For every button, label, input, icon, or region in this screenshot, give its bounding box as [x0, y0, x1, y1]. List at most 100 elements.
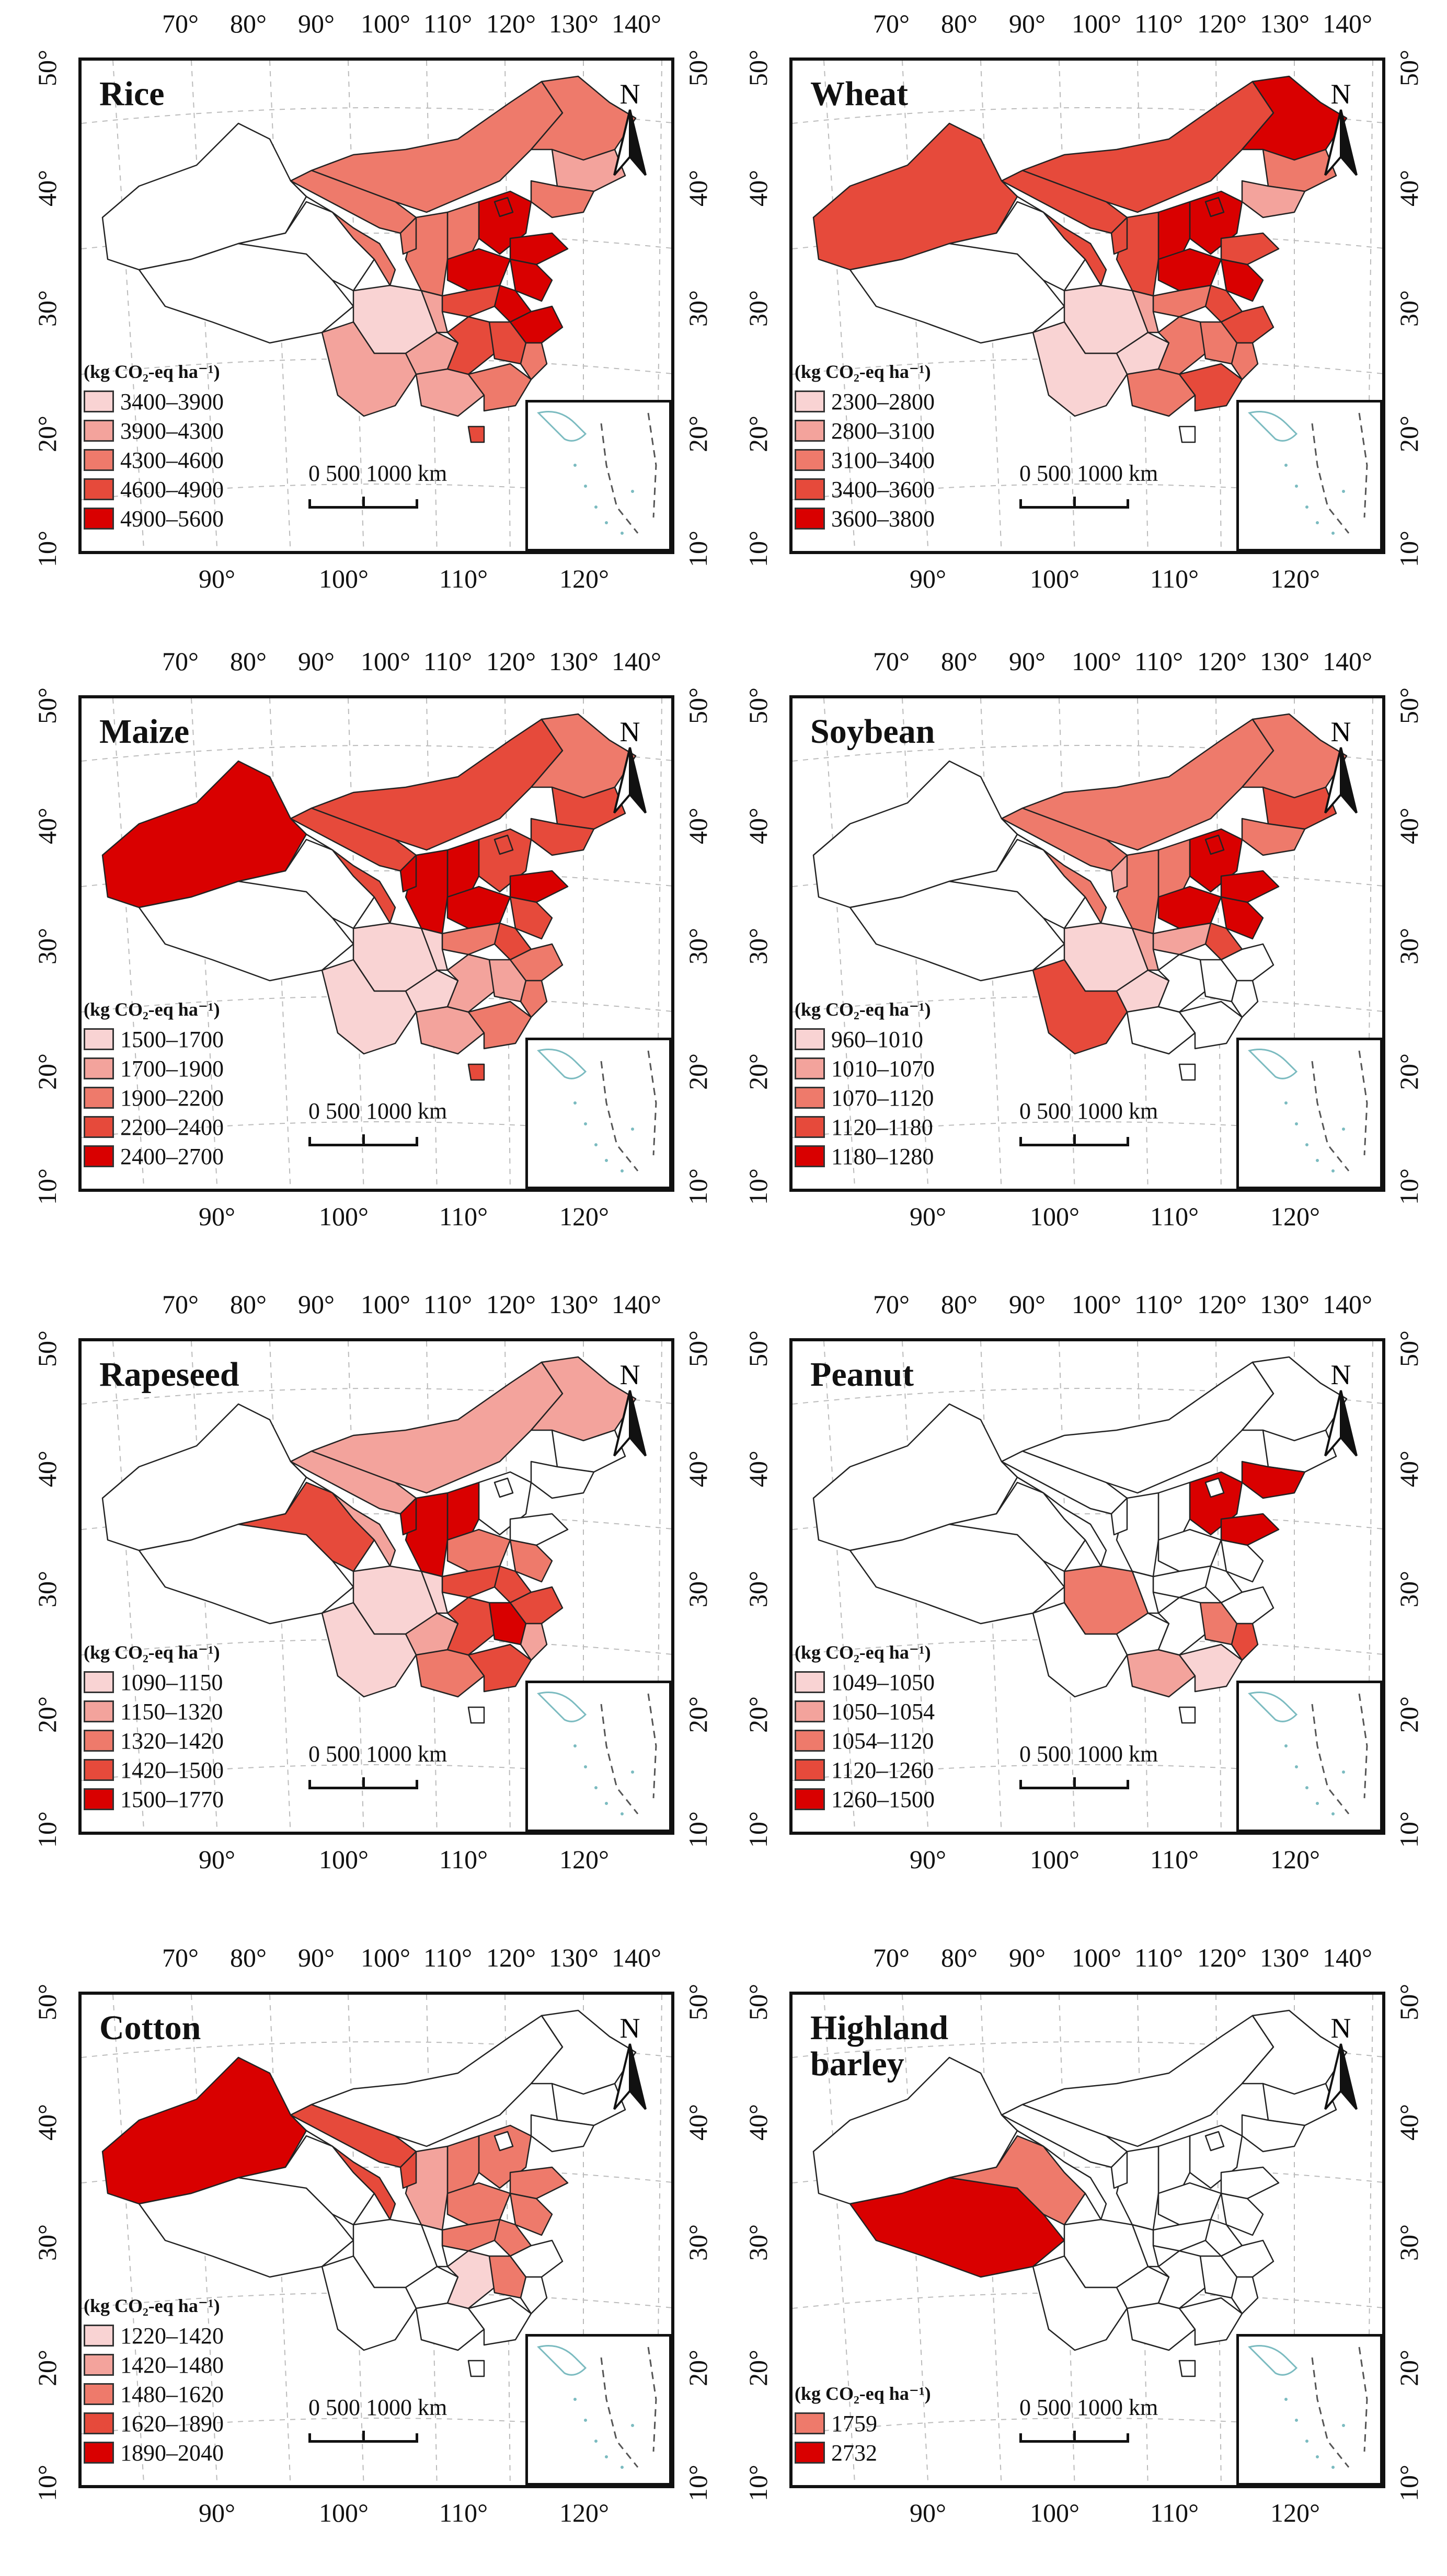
legend-label: 1500–1700: [120, 1026, 224, 1052]
lat-tick-right: 50°: [1394, 1984, 1423, 2020]
legend-item: 3900–4300: [84, 416, 224, 445]
province-gd: [467, 2297, 532, 2346]
legend-swatch: [84, 1028, 114, 1050]
legend-label: 1260–1500: [831, 1786, 935, 1812]
legend-swatch: [795, 478, 825, 500]
lon-tick-bottom: 110°: [1150, 564, 1199, 593]
lon-tick-top: 100°: [1072, 1290, 1121, 1319]
legend-item: 1420–1480: [84, 2350, 224, 2379]
lat-tick-right: 40°: [1394, 808, 1423, 844]
lat-tick-left: 20°: [32, 416, 62, 452]
province-sd: [509, 232, 569, 266]
province-hi: [1178, 1706, 1196, 1724]
lat-tick-left: 40°: [32, 1451, 62, 1487]
province-xz: [849, 2171, 1065, 2278]
province-cq: [1131, 1570, 1159, 1614]
province-hub: [1152, 284, 1212, 318]
lat-tick-right: 10°: [683, 1168, 713, 1205]
lon-tick-top: 120°: [486, 9, 536, 38]
legend-swatch: [84, 1700, 114, 1722]
legend: (kg CO₂-eq ha⁻¹) 2300–2800 2800–3100 3100–3…: [795, 361, 935, 533]
province-sd: [1220, 2166, 1280, 2200]
lon-tick-top: 70°: [162, 1290, 199, 1319]
province-hun: [446, 2250, 496, 2309]
lon-tick-top: 70°: [162, 647, 199, 676]
province-gd: [1178, 363, 1243, 412]
lat-tick-left: 10°: [32, 1168, 62, 1205]
lon-tick-top: 140°: [612, 1290, 661, 1319]
scale-bar: 0 500 1000 km: [308, 1098, 465, 1155]
province-js: [509, 258, 553, 302]
scale-mid-tick: [362, 497, 365, 506]
legend-item: 1890–2040: [84, 2438, 224, 2467]
china-map: [793, 1995, 1382, 2485]
lat-tick-left: 30°: [32, 290, 62, 327]
legend-swatch: [795, 1759, 825, 1781]
legend-label: 4300–4600: [120, 447, 224, 473]
map-panel-1: 70° 80° 90° 100° 110° 120° 130° 140° 90° 100° 110°…: [0, 0, 732, 627]
legend-title: (kg CO₂-eq ha⁻¹): [795, 2383, 931, 2404]
lon-tick-top: 70°: [873, 1943, 910, 1972]
province-nx: [399, 216, 417, 255]
legend-item: 1010–1070: [795, 1054, 935, 1083]
lon-tick-bottom: 90°: [199, 1202, 235, 1231]
province-gd: [1178, 1000, 1243, 1050]
province-js: [1220, 896, 1264, 940]
legend-swatch: [84, 1788, 114, 1810]
legend-item: 1120–1260: [795, 1755, 935, 1785]
south-china-sea-inset: [1236, 2334, 1383, 2486]
province-bj: [1204, 2131, 1225, 2152]
lon-tick-top: 130°: [549, 9, 599, 38]
scale-labels: 0 500 1000 km: [1019, 461, 1158, 486]
province-hun: [446, 316, 496, 375]
legend-swatch: [84, 449, 114, 471]
map-panel-7: 70° 80° 90° 100° 110° 120° 130° 140° 90° 100° 110°…: [0, 1934, 732, 2561]
lat-tick-right: 10°: [683, 2465, 713, 2501]
lon-tick-bottom: 120°: [559, 1202, 609, 1231]
lat-tick-right: 50°: [1394, 1330, 1423, 1367]
legend-label: 1220–1420: [120, 2322, 224, 2349]
lon-tick-top: 90°: [1009, 1943, 1046, 1972]
lon-tick-top: 90°: [1009, 1290, 1046, 1319]
map-frame: [78, 1338, 674, 1835]
scale-line: [1019, 1134, 1129, 1146]
lat-tick-left: 10°: [32, 1811, 62, 1848]
lat-tick-right: 10°: [683, 531, 713, 567]
lon-tick-top: 70°: [873, 647, 910, 676]
province-xz: [849, 875, 1065, 982]
lon-tick-top: 130°: [1260, 1290, 1310, 1319]
scale-labels: 0 500 1000 km: [1019, 1741, 1158, 1767]
lat-tick-left: 40°: [743, 2104, 773, 2141]
lon-tick-top: 80°: [941, 9, 978, 38]
legend-label: 1890–2040: [120, 2440, 224, 2466]
lat-tick-left: 20°: [32, 1696, 62, 1733]
province-fj: [1231, 342, 1259, 381]
province-bj: [493, 1477, 514, 1498]
province-xz: [138, 237, 354, 344]
lat-tick-left: 50°: [32, 50, 62, 86]
lat-tick-right: 20°: [1394, 1053, 1423, 1090]
lon-tick-top: 100°: [1072, 647, 1121, 676]
lat-tick-left: 40°: [743, 1451, 773, 1487]
lat-tick-left: 40°: [32, 2104, 62, 2141]
lon-tick-bottom: 110°: [1150, 1202, 1199, 1231]
lat-tick-left: 40°: [32, 808, 62, 844]
legend-title: (kg CO₂-eq ha⁻¹): [84, 999, 220, 1020]
province-bj: [1204, 197, 1225, 217]
province-hub: [441, 1565, 501, 1598]
province-hi: [1178, 2360, 1196, 2377]
province-bj: [493, 197, 514, 217]
legend-swatch: [84, 1116, 114, 1138]
legend-item: 1180–1280: [795, 1142, 935, 1171]
lat-tick-left: 10°: [743, 2465, 773, 2501]
legend-swatch: [84, 2442, 114, 2464]
legend-item: 1759: [795, 2409, 931, 2438]
lat-tick-left: 20°: [743, 1696, 773, 1733]
lon-tick-top: 140°: [1323, 9, 1372, 38]
province-xz: [138, 875, 354, 982]
province-fj: [1231, 980, 1259, 1018]
lat-tick-left: 20°: [743, 1053, 773, 1090]
legend-item: 1320–1420: [84, 1726, 224, 1755]
province-nx: [1110, 1497, 1128, 1536]
graticule-line: [82, 358, 671, 375]
